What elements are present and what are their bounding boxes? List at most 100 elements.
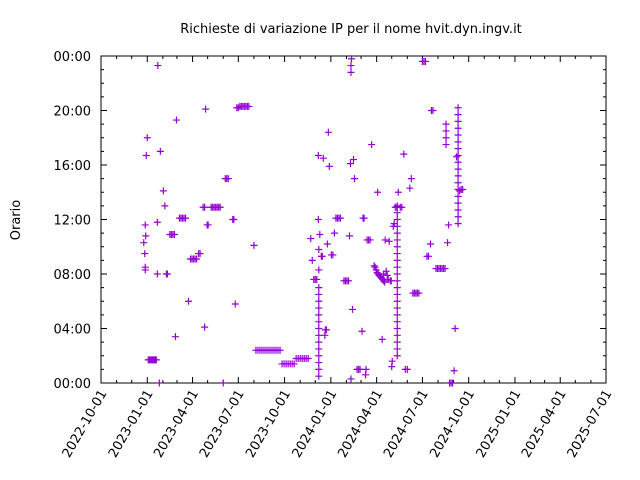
data-point [314,216,322,223]
data-point [325,162,333,170]
data-point [170,230,178,238]
data-point [315,365,323,373]
data-point [347,375,355,383]
data-point [224,175,232,183]
data-point [140,239,148,247]
data-point [316,230,324,238]
data-point [454,104,462,112]
y-tick-label: 08:00 [54,268,91,283]
data-point [393,256,401,264]
y-tick-label: 04:00 [54,323,91,338]
data-point [315,266,323,274]
data-point [393,250,401,258]
data-point [315,297,323,305]
data-point [426,240,434,248]
data-point [393,243,401,251]
data-point [393,338,401,346]
data-point [398,203,406,211]
data-point [315,372,323,380]
y-tick-label: 00:00 [54,50,91,65]
data-point [322,326,330,334]
data-point [393,263,401,271]
data-point [201,323,209,331]
data-point [344,277,352,285]
x-tick-label: 2023-10-01 [243,388,294,461]
data-point [193,255,201,263]
data-point [454,206,462,214]
data-point [450,367,458,375]
data-point [393,229,401,237]
data-point [442,127,450,135]
data-point [403,365,411,373]
data-point [231,300,239,308]
data-point [315,338,323,346]
data-point [196,250,204,258]
data-point [351,175,359,183]
data-point [385,237,393,245]
data-point [454,151,462,159]
x-tick-label: 2022-10-01 [60,388,111,461]
x-tick-label: 2024-07-01 [381,388,432,461]
data-point [324,128,332,136]
data-point [381,278,389,286]
data-point [153,218,161,226]
data-point [454,117,462,125]
data-point [459,186,467,194]
data-point [315,325,323,332]
data-point [153,270,161,278]
data-point [347,68,355,76]
data-point [315,352,323,360]
data-point [313,275,321,283]
data-point [393,202,401,210]
data-point [348,305,356,313]
data-point [230,216,238,223]
data-point [319,154,327,162]
data-point [454,138,462,146]
data-point [442,134,450,142]
data-point [204,221,212,229]
x-tick-label: 2025-04-01 [519,388,570,461]
data-point [315,331,323,339]
data-point [152,356,160,364]
data-point [393,331,401,339]
data-point [141,263,149,271]
data-point [330,229,338,237]
y-tick-label: 16:00 [54,159,91,174]
data-point [406,184,414,192]
data-point [415,289,423,297]
data-point [350,156,357,164]
y-tick-label: 00:00 [54,377,91,392]
data-point [393,209,401,217]
data-point [347,55,355,63]
data-point [378,335,386,343]
data-point [356,365,364,373]
data-point [393,216,401,223]
data-point [393,277,401,285]
data-point [454,172,462,180]
data-point [308,256,316,264]
data-point [451,325,459,332]
data-point [393,297,401,305]
data-point [454,179,462,187]
data-point [393,222,401,230]
data-point [442,141,450,149]
data-point [202,105,210,113]
data-point [276,346,284,354]
data-point [336,214,344,222]
data-point [421,57,429,65]
x-tick-label: 2024-04-01 [335,388,386,461]
x-tick-label: 2023-07-01 [197,388,248,461]
data-point [454,220,462,228]
data-point [370,262,378,270]
data-point [382,267,390,275]
data-point [454,213,462,221]
data-point [445,221,453,229]
data-point [315,290,323,298]
data-point [234,104,242,112]
x-tick-label: 2023-04-01 [151,388,202,461]
data-point [366,236,374,244]
data-point [304,354,312,362]
data-point [400,150,408,158]
data-point [159,187,167,195]
data-point [454,111,462,119]
